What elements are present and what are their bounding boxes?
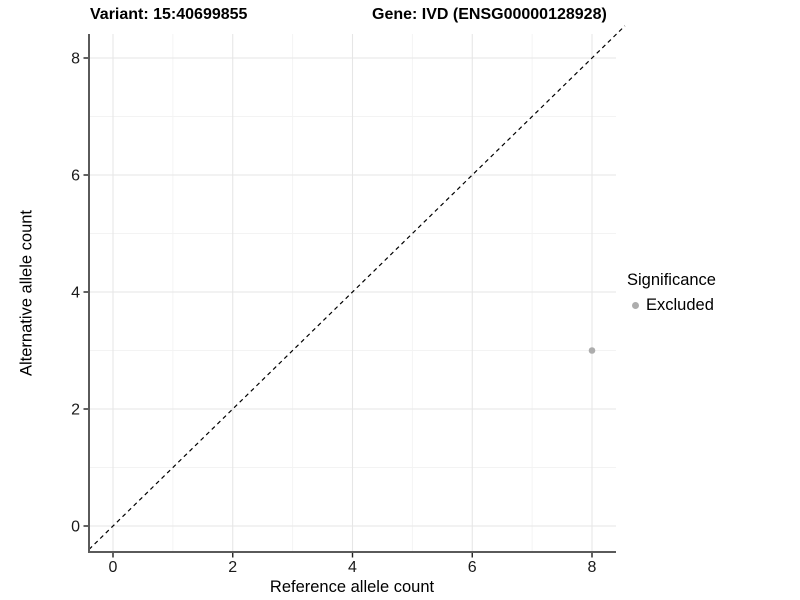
plot-title-gene: Gene: IVD (ENSG00000128928) xyxy=(372,6,607,23)
x-tick-label: 6 xyxy=(468,559,477,576)
legend: Significance Excluded xyxy=(627,271,716,315)
y-tick-label: 2 xyxy=(71,402,80,419)
y-tick-label: 4 xyxy=(71,285,80,302)
y-tick-label: 0 xyxy=(71,519,80,536)
x-axis-title: Reference allele count xyxy=(269,578,435,596)
legend-title: Significance xyxy=(627,271,716,289)
identity-reference-line xyxy=(88,25,626,550)
x-tick-label: 4 xyxy=(348,559,357,576)
x-tick-label: 2 xyxy=(228,559,237,576)
x-tick-label: 8 xyxy=(588,559,597,576)
y-tick-label: 6 xyxy=(71,168,80,185)
legend-item-label: Excluded xyxy=(646,296,714,314)
y-tick-label: 8 xyxy=(71,51,80,68)
excluded-point-icon xyxy=(632,302,639,309)
data-point xyxy=(588,347,596,354)
plot-title-variant: Variant: 15:40699855 xyxy=(90,6,248,23)
y-axis-title: Alternative allele count xyxy=(17,209,36,377)
legend-item-excluded: Excluded xyxy=(627,296,716,315)
x-tick-label: 0 xyxy=(109,559,118,576)
